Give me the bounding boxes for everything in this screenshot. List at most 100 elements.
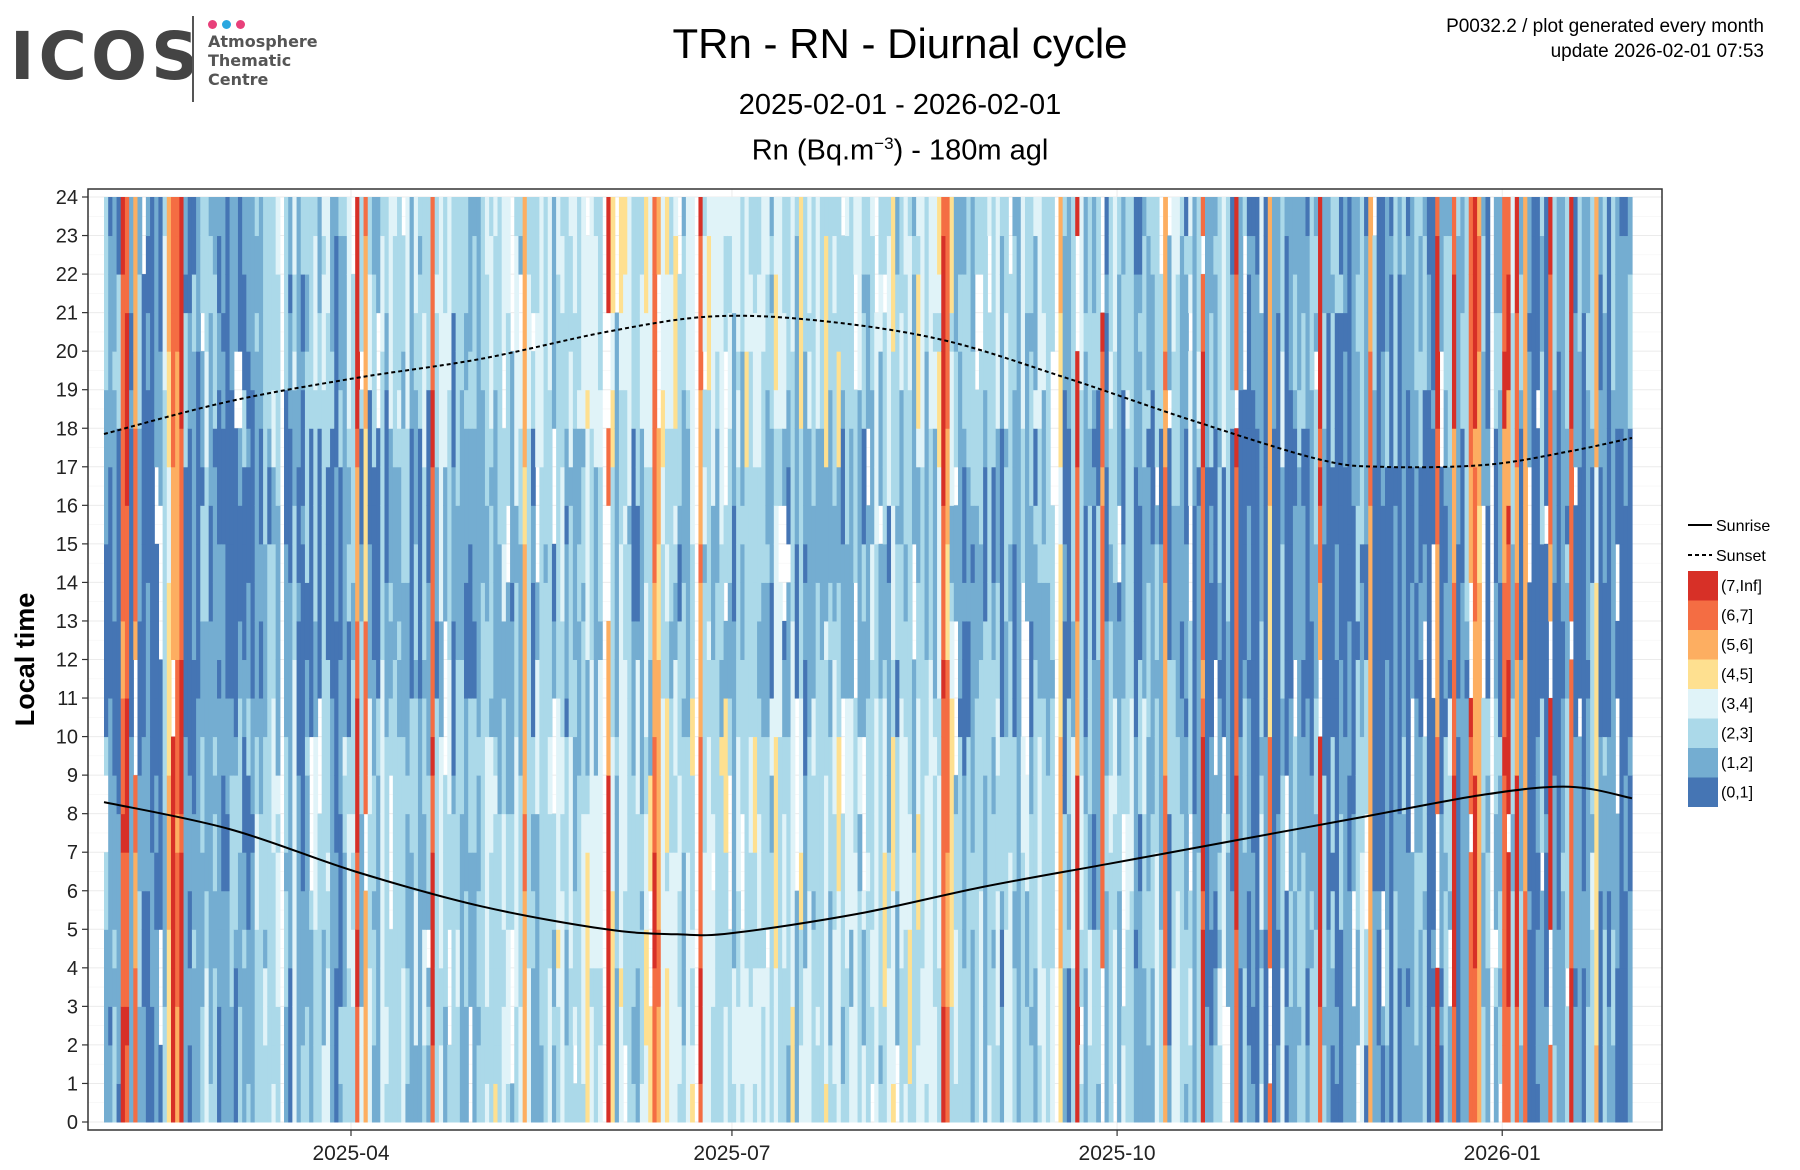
heatmap-cell xyxy=(731,505,737,622)
heatmap-cell xyxy=(1623,852,1629,892)
heatmap-cell xyxy=(217,543,222,661)
heatmap-cell xyxy=(1368,505,1374,583)
heatmap-cell xyxy=(208,775,214,892)
heatmap-cell xyxy=(489,967,494,1123)
heatmap-cell xyxy=(1548,197,1554,275)
heatmap-cell xyxy=(1565,852,1570,930)
heatmap-cell xyxy=(1380,505,1386,660)
heatmap-cell xyxy=(430,505,436,622)
heatmap-cell xyxy=(891,1083,896,1123)
heatmap-cell xyxy=(1024,1006,1030,1123)
heatmap-cell xyxy=(380,505,386,660)
heatmap-cell xyxy=(1447,698,1453,776)
heatmap-cell xyxy=(1456,543,1461,622)
heatmap-cell xyxy=(1112,813,1118,930)
heatmap-cell xyxy=(999,197,1005,237)
heatmap-cell xyxy=(824,967,829,1084)
heatmap-cell xyxy=(1539,1044,1545,1123)
heatmap-cell xyxy=(1196,428,1202,468)
heatmap-cell xyxy=(844,235,850,275)
heatmap-cell xyxy=(874,813,880,892)
heatmap-cell xyxy=(1196,775,1202,853)
heatmap-cell xyxy=(501,929,507,1007)
heatmap-cell xyxy=(288,274,293,314)
heatmap-cell xyxy=(359,428,365,545)
heatmap-cell xyxy=(836,736,842,892)
heatmap-cell xyxy=(849,929,854,1007)
heatmap-cell xyxy=(317,505,323,545)
heatmap-cell xyxy=(1037,428,1043,583)
heatmap-cell xyxy=(480,197,486,237)
heatmap-cell xyxy=(556,698,561,815)
heatmap-cell xyxy=(1041,852,1047,969)
heatmap-cell xyxy=(514,852,520,1007)
heatmap-cell xyxy=(911,389,917,545)
heatmap-cell xyxy=(451,235,457,314)
heatmap-cell xyxy=(744,197,750,352)
heatmap-cell xyxy=(426,235,432,391)
heatmap-cell xyxy=(1020,736,1026,776)
heatmap-cell xyxy=(932,312,938,352)
heatmap-cell xyxy=(133,351,139,429)
heatmap-cell xyxy=(836,351,842,468)
heatmap-cell xyxy=(1502,197,1508,275)
heatmap-cell xyxy=(133,428,139,468)
heatmap-cell xyxy=(321,197,327,237)
heatmap-cell xyxy=(397,312,402,391)
heatmap-cell xyxy=(187,775,193,853)
heatmap-cell xyxy=(635,620,641,660)
heatmap-cell xyxy=(790,620,796,660)
heatmap-cell xyxy=(1251,235,1256,391)
heatmap-cell xyxy=(1238,967,1244,1123)
heatmap-cell xyxy=(1355,620,1361,660)
heatmap-cell xyxy=(346,1044,352,1123)
heatmap-cell xyxy=(639,197,645,237)
heatmap-cell xyxy=(1154,505,1160,545)
heatmap-cell xyxy=(916,582,921,699)
heatmap-cell xyxy=(1372,389,1378,468)
heatmap-cell xyxy=(978,775,984,892)
heatmap-cell xyxy=(166,775,172,815)
heatmap-cell xyxy=(1619,929,1625,969)
heatmap-cell xyxy=(711,1006,716,1123)
heatmap-cell xyxy=(1221,197,1227,352)
heatmap-cell xyxy=(426,505,432,583)
heatmap-cell xyxy=(376,1006,381,1084)
heatmap-cell xyxy=(639,312,645,429)
heatmap-cell xyxy=(1108,543,1114,622)
heatmap-cell xyxy=(267,235,273,314)
heatmap-cell xyxy=(443,1006,448,1123)
heatmap-cell xyxy=(1083,505,1089,583)
heatmap-cell xyxy=(417,543,423,699)
heatmap-cell xyxy=(1305,235,1311,314)
heatmap-cell xyxy=(916,428,921,468)
heatmap-cell xyxy=(380,466,386,506)
heatmap-cell xyxy=(459,274,465,352)
heatmap-cell xyxy=(246,1083,252,1123)
heatmap-cell xyxy=(522,197,528,237)
heatmap-cell xyxy=(246,1006,252,1084)
heatmap-cell xyxy=(1460,197,1466,314)
heatmap-cell xyxy=(777,736,783,815)
heatmap-cell xyxy=(886,620,892,776)
heatmap-cell xyxy=(1104,582,1110,622)
heatmap-cell xyxy=(1464,659,1470,699)
heatmap-cell xyxy=(991,235,997,391)
heatmap-cell xyxy=(489,466,494,506)
heatmap-cell xyxy=(1439,967,1445,1007)
heatmap-cell xyxy=(1146,466,1152,583)
heatmap-cell xyxy=(112,929,118,969)
heatmap-cell xyxy=(1234,428,1240,468)
heatmap-cell xyxy=(752,582,758,660)
heatmap-cell xyxy=(727,428,733,583)
heatmap-cell xyxy=(497,197,503,275)
heatmap-cell xyxy=(1004,428,1009,468)
heatmap-cell xyxy=(1071,312,1076,468)
heatmap-cell xyxy=(187,466,193,583)
heatmap-cell xyxy=(849,466,854,622)
heatmap-cell xyxy=(1154,852,1160,969)
heatmap-cell xyxy=(1301,312,1307,391)
heatmap-cell xyxy=(342,197,348,237)
heatmap-cell xyxy=(493,775,499,815)
heatmap-cell xyxy=(1163,1044,1168,1123)
